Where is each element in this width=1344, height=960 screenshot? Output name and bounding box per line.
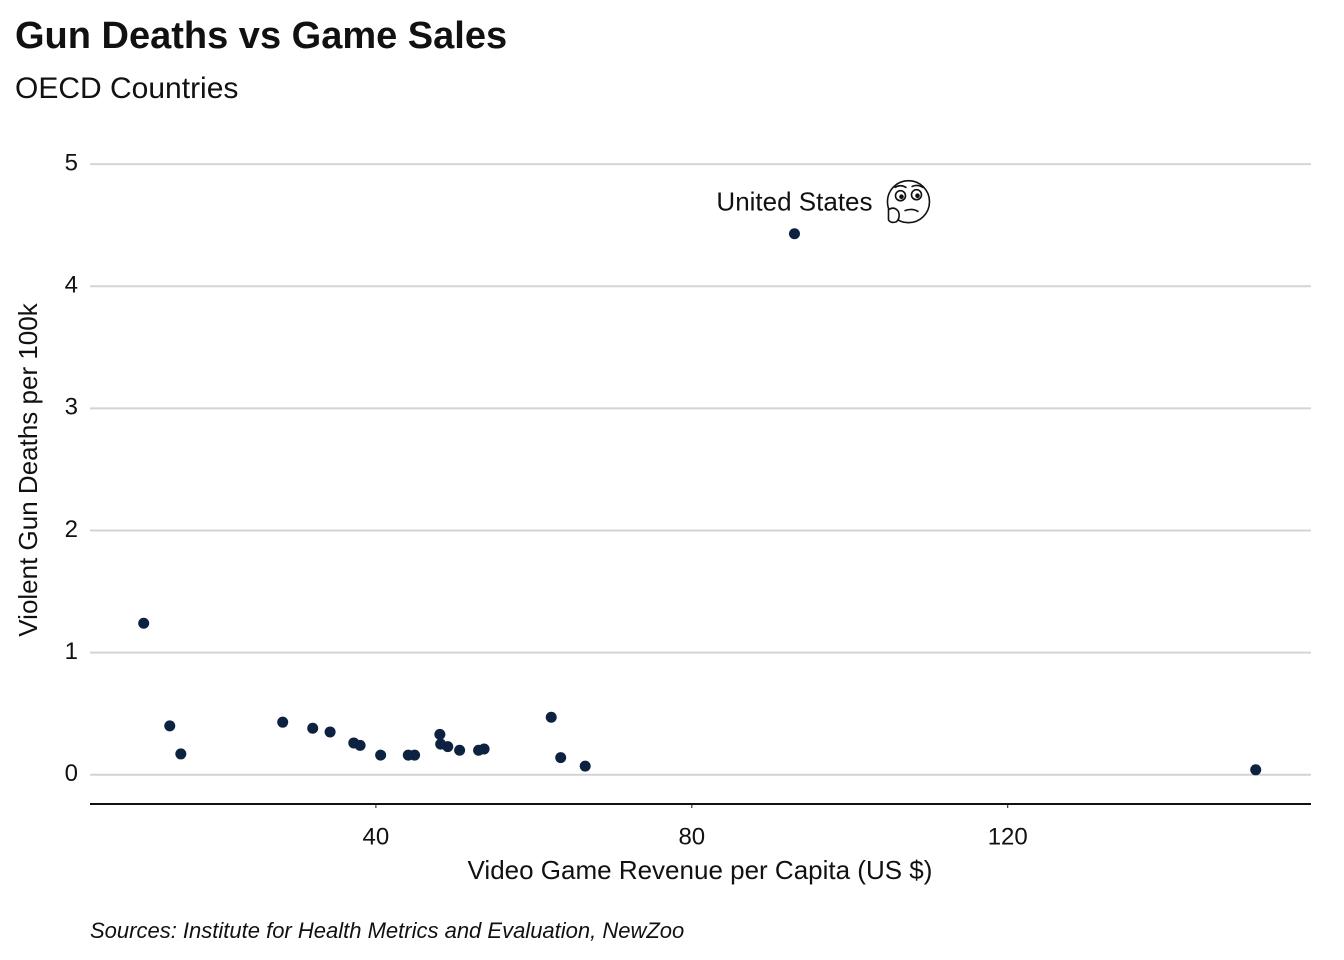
y-tick-label: 5 [65,149,78,176]
y-tick-label: 1 [65,638,78,665]
point [409,749,421,761]
y-tick-label: 3 [65,394,78,421]
thinking-emoji [886,179,931,224]
point [442,741,454,753]
point [138,617,150,629]
y-tick-label: 0 [65,760,78,787]
point [375,749,387,761]
point [1250,764,1262,776]
point [579,760,591,772]
y-tick-label: 4 [65,272,78,299]
point [354,739,366,751]
y-tick-label: 2 [65,516,78,543]
chart-title: Gun Deaths vs Game Sales [15,15,507,57]
point [454,744,466,756]
chart-subtitle: OECD Countries [15,72,238,105]
point [164,720,176,732]
x-tick-label: 120 [988,823,1028,850]
point [788,228,800,240]
point [324,726,336,738]
y-axis-label: Violent Gun Deaths per 100k [13,302,43,636]
point [307,722,319,734]
point [277,716,289,728]
x-tick-label: 80 [678,823,705,850]
point [545,711,557,723]
point [555,752,567,764]
point [175,748,187,760]
x-tick-label: 40 [363,823,390,850]
x-axis-label: Video Game Revenue per Capita (US $) [468,855,933,885]
annotation: United States [716,187,872,217]
point [434,728,446,740]
caption: Sources: Institute for Health Metrics an… [90,918,684,943]
point [478,743,490,755]
